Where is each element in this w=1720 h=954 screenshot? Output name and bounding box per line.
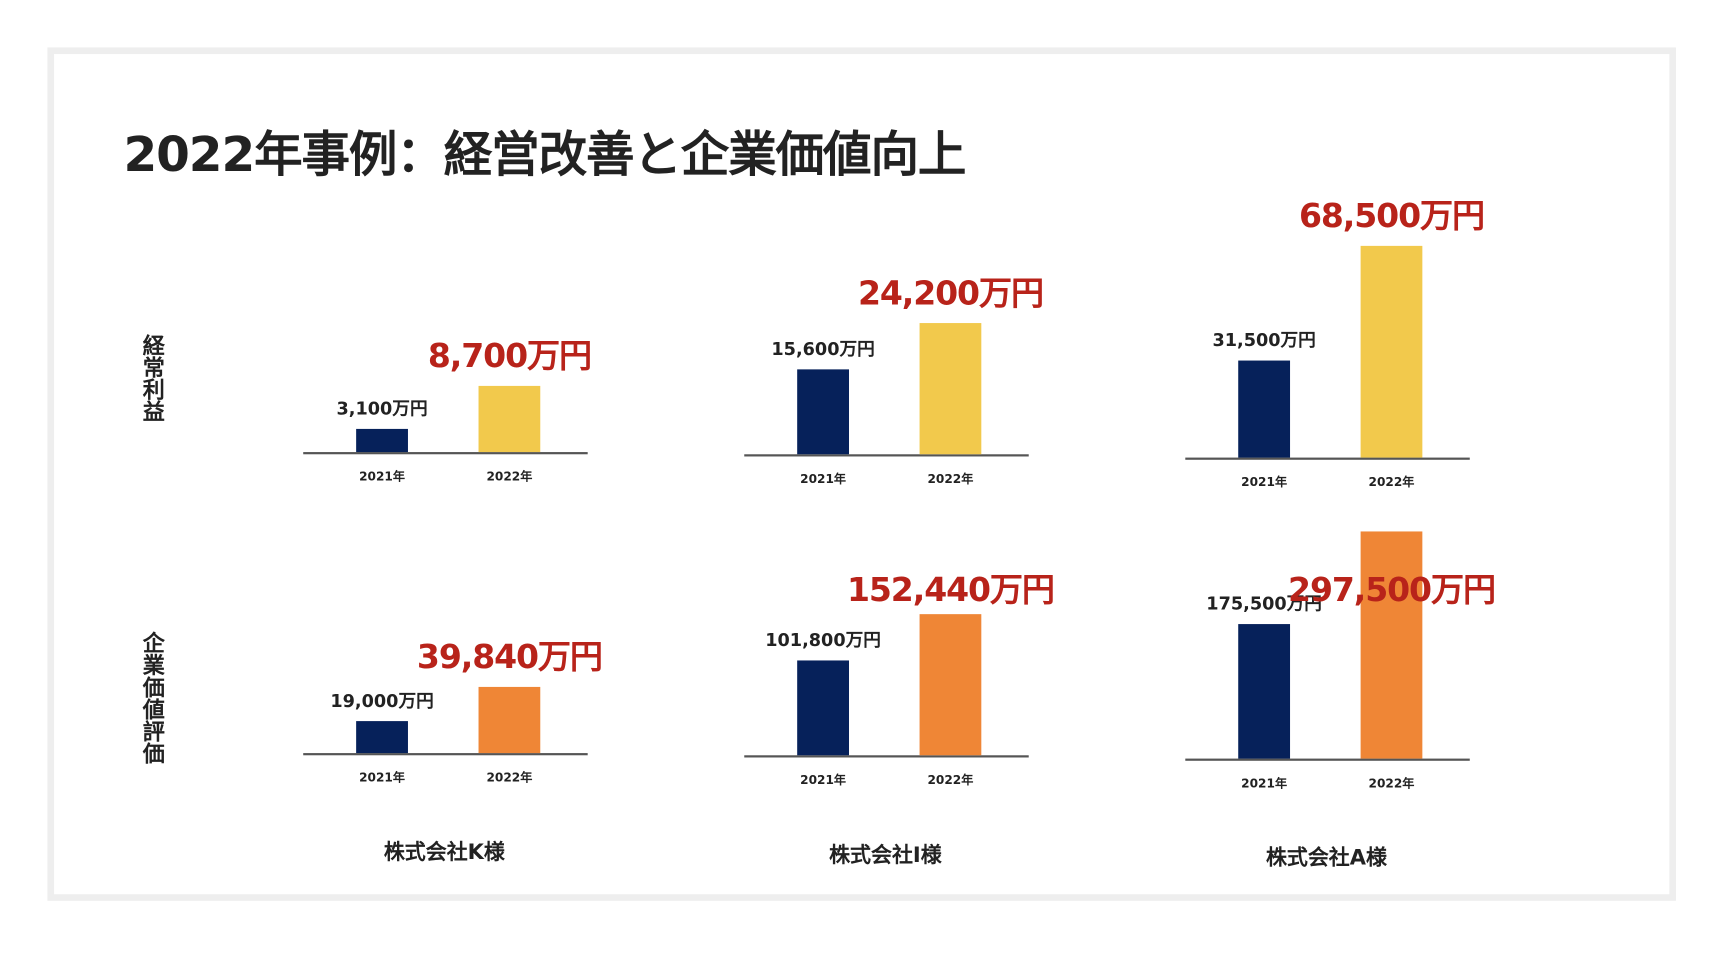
bar-2021: [1238, 624, 1291, 759]
company-label-i: 株式会社I様: [829, 843, 942, 868]
value-label-2022: 152,440万円: [846, 571, 1055, 610]
bar-2022: [478, 385, 541, 453]
value-label-2021: 31,500万円: [1212, 329, 1316, 351]
x-tick-label: 2022年: [1368, 475, 1415, 490]
bar-2022: [919, 323, 982, 455]
x-axis-line: [1185, 457, 1470, 460]
x-axis-line: [303, 452, 588, 454]
value-label-2022: 8,700万円: [427, 337, 592, 376]
company-label-a: 株式会社A様: [1265, 845, 1387, 870]
bar-2022: [1360, 531, 1423, 759]
x-tick-label: 2022年: [1368, 776, 1415, 791]
x-tick-label: 2022年: [486, 770, 533, 786]
x-tick-label: 2022年: [927, 772, 974, 788]
bar-2021: [356, 428, 408, 453]
x-tick-label: 2022年: [927, 471, 974, 487]
company-label-k: 株式会社K様: [383, 840, 505, 865]
value-label-2021: 19,000万円: [330, 690, 434, 712]
bar-2022: [919, 614, 982, 756]
value-label-2022: 39,840万円: [416, 638, 603, 677]
value-label-2021: 3,100万円: [336, 397, 428, 419]
bar-2022: [478, 686, 541, 754]
bar-2021: [356, 721, 408, 754]
x-tick-label: 2021年: [800, 471, 847, 487]
bar-2021: [797, 369, 850, 455]
x-tick-label: 2021年: [359, 770, 405, 786]
x-tick-label: 2021年: [1241, 776, 1288, 791]
x-tick-label: 2022年: [486, 469, 533, 485]
value-label-2021: 101,800万円: [765, 630, 881, 652]
page-title: 2022年事例：経営改善と企業価値向上: [123, 126, 966, 184]
value-label-2022: 24,200万円: [857, 274, 1044, 314]
x-tick-label: 2021年: [359, 469, 405, 485]
row-label-enterprise-value: 企業価値評価: [138, 631, 166, 765]
x-axis-line: [744, 755, 1029, 757]
value-label-2022: 297,500万円: [1288, 571, 1496, 610]
bar-2021: [797, 660, 850, 756]
bar-2021: [1238, 360, 1291, 458]
value-label-2021: 15,600万円: [771, 338, 875, 360]
value-label-2021: 175,500万円: [1206, 593, 1322, 615]
x-tick-label: 2021年: [800, 772, 847, 788]
x-axis-line: [744, 454, 1029, 456]
value-label-2022: 68,500万円: [1298, 197, 1485, 237]
row-label-profit: 経常利益: [138, 334, 166, 423]
bar-2022: [1360, 246, 1423, 458]
x-axis-line: [1185, 758, 1470, 761]
x-axis-line: [303, 753, 588, 755]
x-tick-label: 2021年: [1241, 475, 1288, 490]
